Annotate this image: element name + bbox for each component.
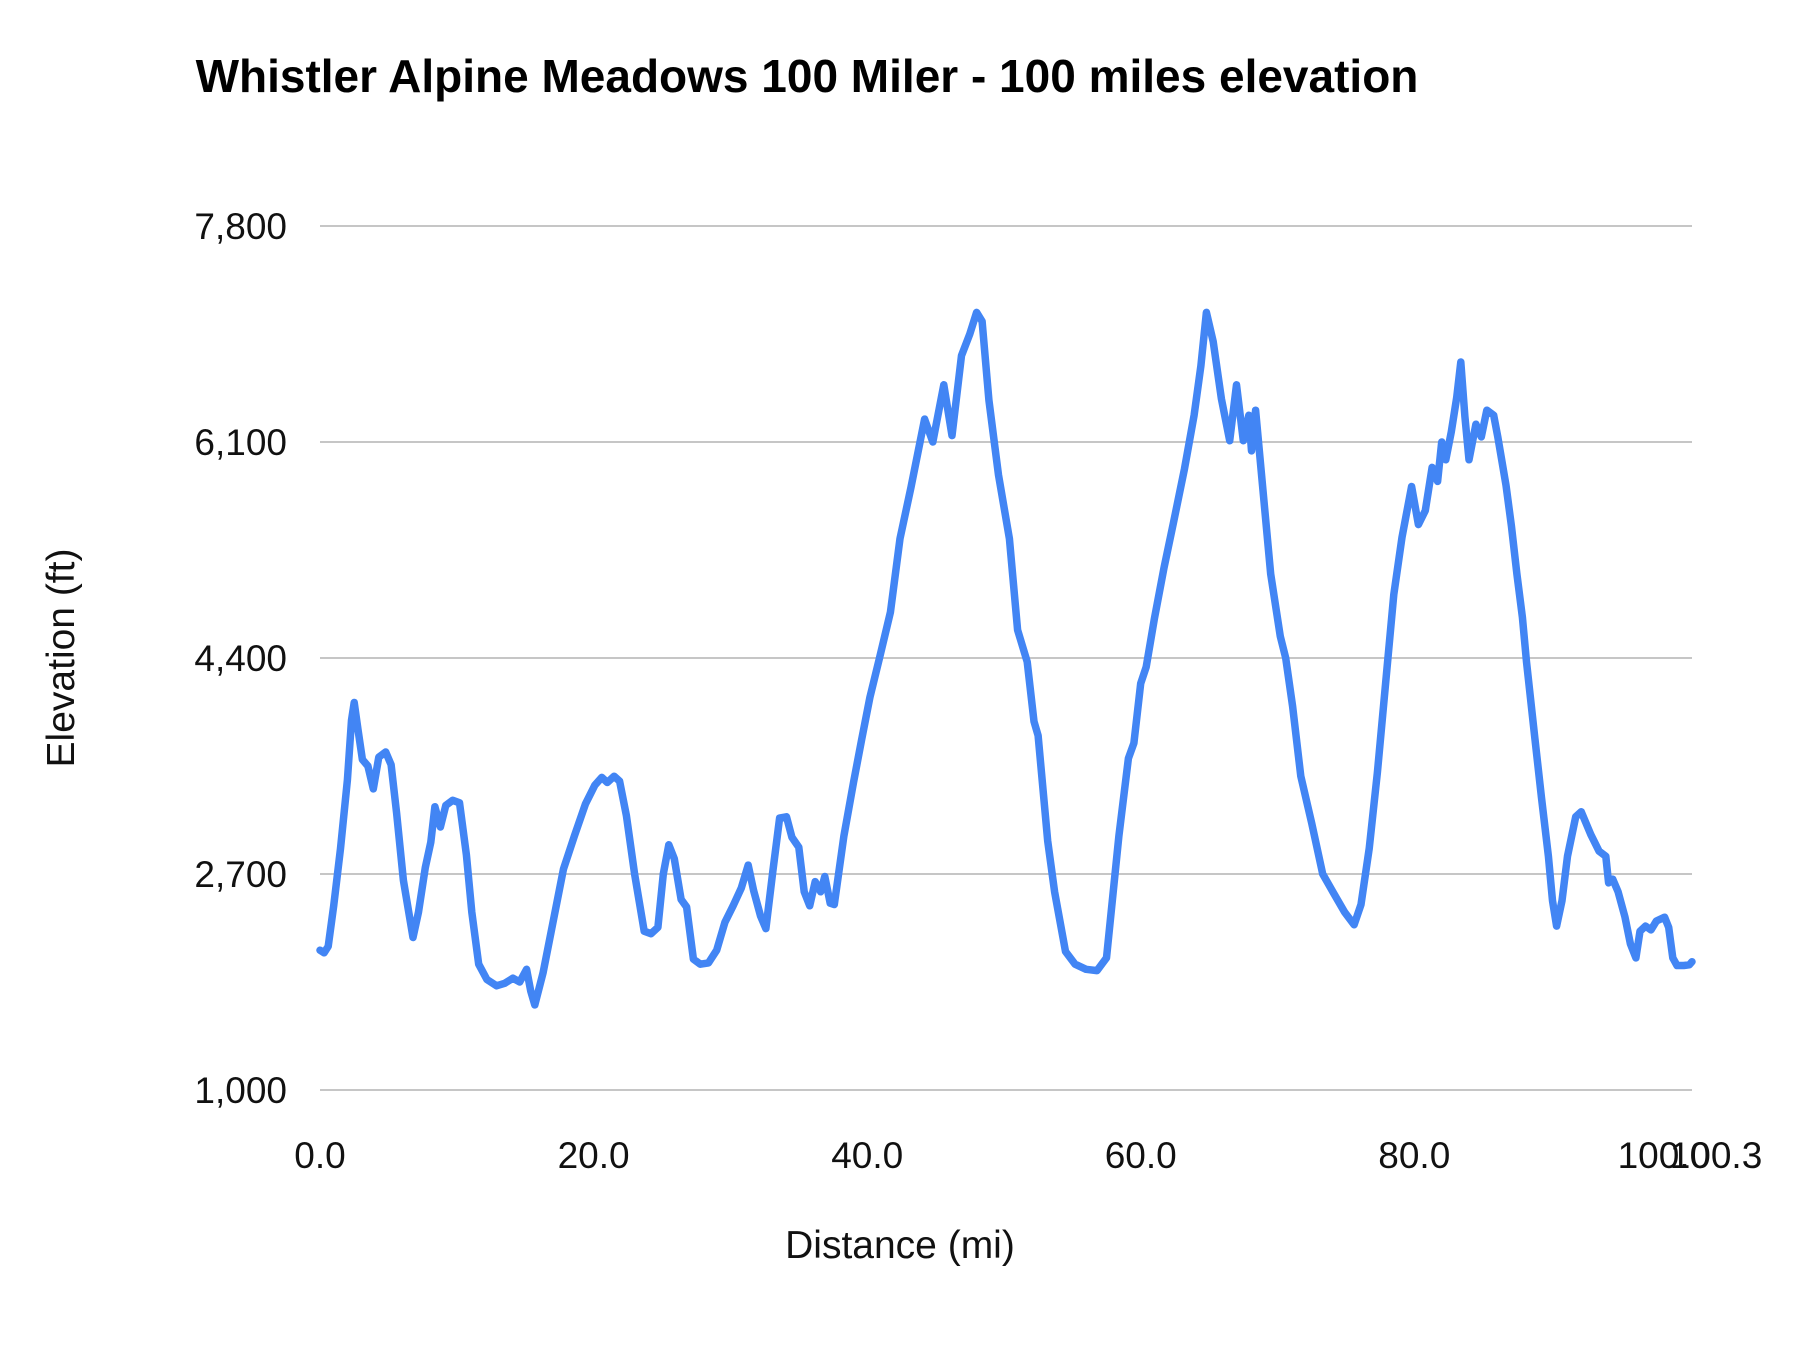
y-axis-tick-labels: 1,000 2,700 4,400 6,100 7,800 [194, 206, 287, 1111]
x-tick-label: 60.0 [1105, 1135, 1177, 1176]
y-tick-label: 1,000 [194, 1070, 287, 1111]
chart-title: Whistler Alpine Meadows 100 Miler - 100 … [196, 50, 1419, 102]
elevation-line-series [316, 308, 1696, 1009]
y-tick-label: 6,100 [194, 422, 287, 463]
y-axis-title: Elevation (ft) [40, 549, 83, 768]
y-tick-label: 2,700 [194, 854, 287, 895]
x-tick-label: 100.0 [1618, 1135, 1711, 1176]
x-tick-label: 100.3 [1670, 1135, 1763, 1176]
gridlines [320, 225, 1692, 1091]
x-axis-title: Distance (mi) [785, 1224, 1015, 1267]
x-tick-label: 0.0 [294, 1135, 345, 1176]
y-tick-label: 7,800 [194, 206, 287, 247]
x-tick-label: 20.0 [558, 1135, 630, 1176]
x-tick-label: 40.0 [831, 1135, 903, 1176]
y-tick-label: 4,400 [194, 638, 287, 679]
x-tick-label: 80.0 [1378, 1135, 1450, 1176]
